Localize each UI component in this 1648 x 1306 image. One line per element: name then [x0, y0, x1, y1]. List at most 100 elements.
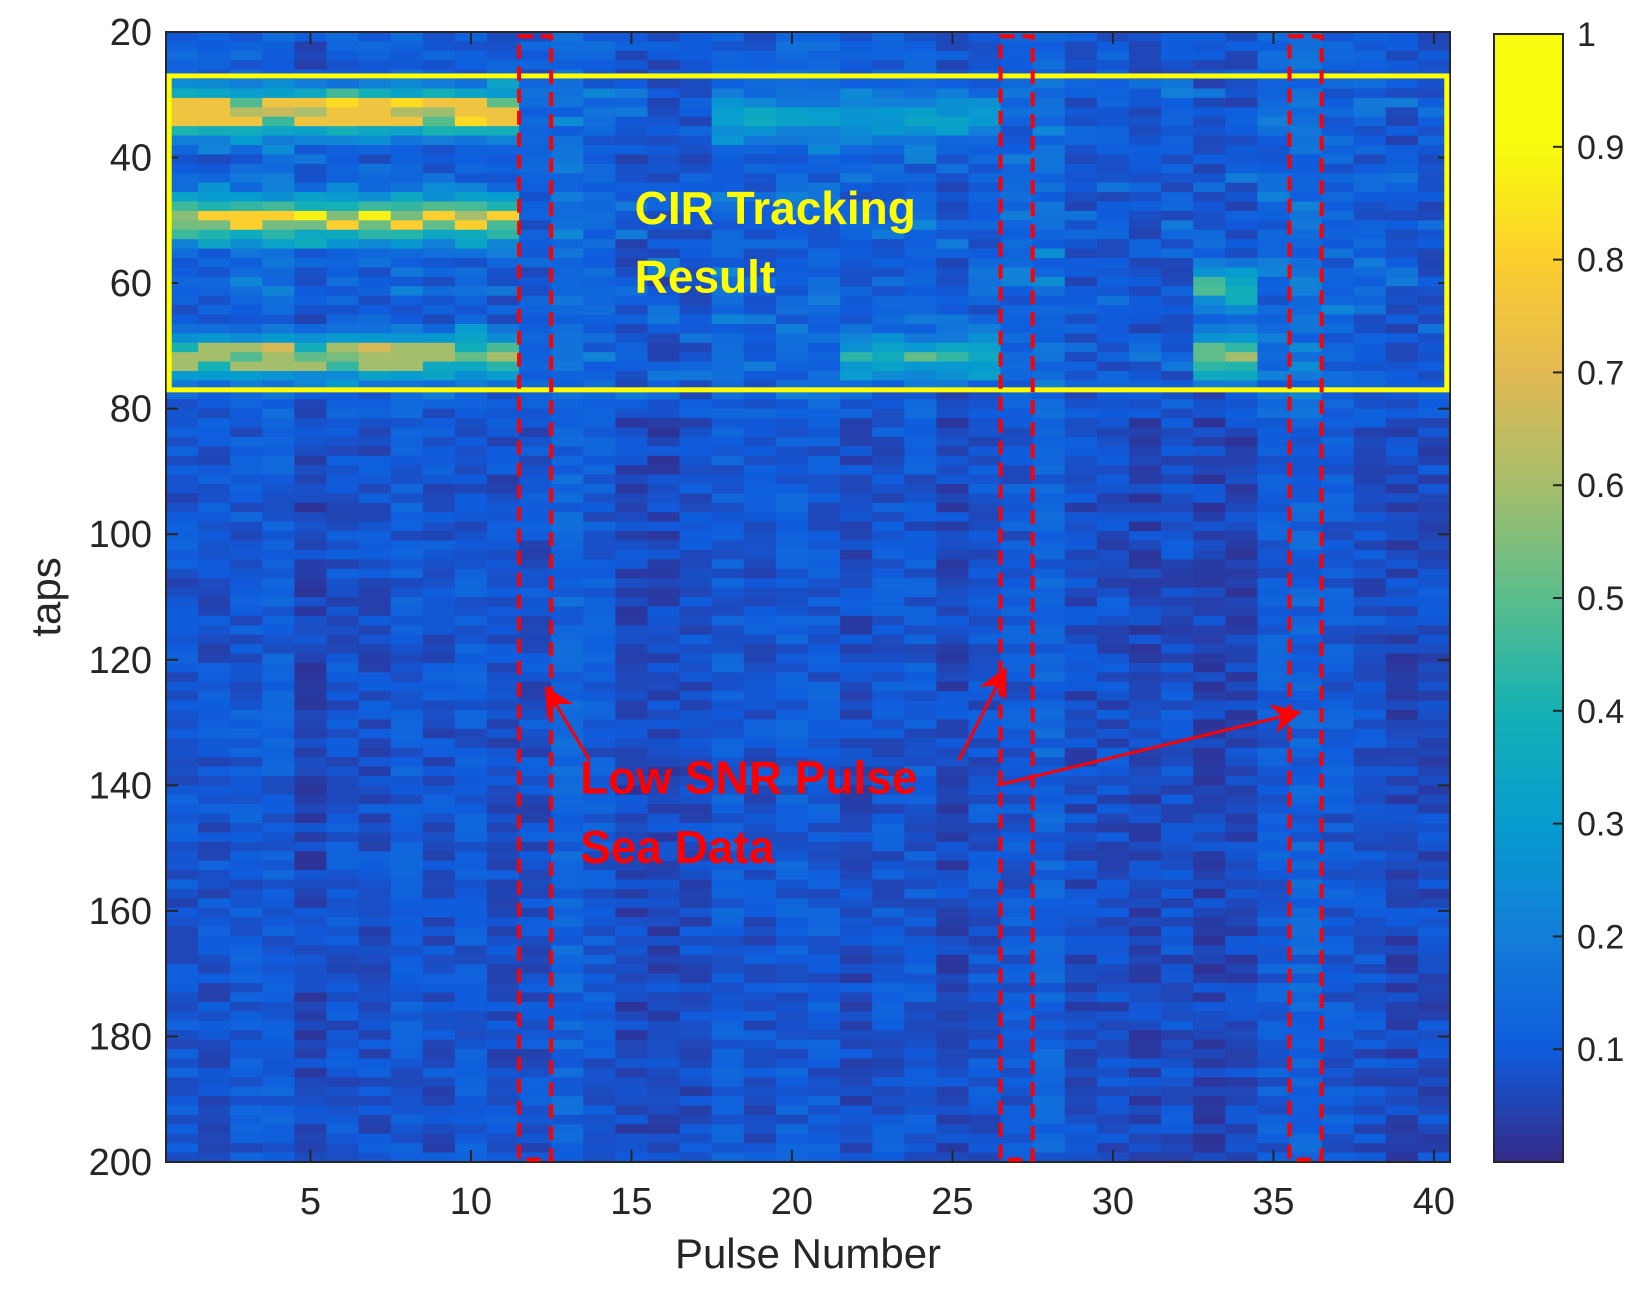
- heatmap-cell: [1000, 1077, 1034, 1088]
- heatmap-cell: [679, 116, 713, 127]
- heatmap-cell: [1129, 201, 1162, 212]
- heatmap-cell: [1129, 361, 1162, 372]
- heatmap-cell: [840, 361, 873, 372]
- heatmap-cell: [615, 700, 649, 711]
- heatmap-cell: [198, 1067, 231, 1078]
- heatmap-cell: [615, 60, 649, 71]
- heatmap-cell: [840, 126, 873, 137]
- heatmap-cell: [1257, 634, 1291, 645]
- heatmap-cell: [936, 644, 970, 655]
- heatmap-cell: [808, 804, 841, 815]
- heatmap-cell: [1257, 474, 1291, 485]
- heatmap-cell: [1257, 446, 1291, 457]
- heatmap-cell: [1161, 804, 1194, 815]
- heatmap-cell: [904, 418, 937, 429]
- heatmap-cell: [1161, 201, 1194, 212]
- heatmap-cell: [551, 823, 584, 834]
- heatmap-cell: [583, 1096, 616, 1107]
- heatmap-cell: [358, 126, 392, 137]
- heatmap-cell: [262, 1077, 295, 1088]
- heatmap-cell: [936, 521, 970, 532]
- heatmap-cell: [519, 625, 552, 636]
- heatmap-cell: [454, 681, 488, 692]
- heatmap-cell: [840, 154, 873, 165]
- heatmap-cell: [551, 898, 584, 909]
- heatmap-cell: [1417, 1133, 1451, 1144]
- heatmap-cell: [808, 625, 841, 636]
- colorbar-segment: [1494, 62, 1563, 73]
- heatmap-cell: [679, 954, 713, 965]
- heatmap-cell: [808, 380, 841, 391]
- heatmap-cell: [390, 333, 424, 344]
- heatmap-cell: [936, 182, 970, 193]
- heatmap-cell: [872, 32, 905, 43]
- heatmap-cell: [487, 1020, 520, 1031]
- heatmap-cell: [1417, 418, 1451, 429]
- heatmap-cell: [1129, 41, 1162, 52]
- heatmap-cell: [294, 568, 328, 579]
- heatmap-cell: [1353, 747, 1387, 758]
- heatmap-cell: [679, 79, 713, 90]
- colorbar-segment: [1494, 1115, 1563, 1125]
- heatmap-cell: [583, 258, 616, 269]
- heatmap-cell: [551, 860, 584, 871]
- heatmap-cell: [936, 917, 970, 928]
- heatmap-cell: [872, 559, 905, 570]
- heatmap-cell: [872, 1030, 905, 1041]
- heatmap-cell: [519, 286, 552, 297]
- heatmap-cell: [551, 41, 584, 52]
- heatmap-cell: [551, 804, 584, 815]
- heatmap-cell: [551, 361, 584, 372]
- heatmap-cell: [326, 1011, 360, 1022]
- heatmap-cell: [840, 1020, 873, 1031]
- heatmap-cell: [936, 785, 970, 796]
- colorbar-segment: [1494, 964, 1563, 975]
- heatmap-cell: [968, 192, 1002, 203]
- heatmap-cell: [1000, 163, 1034, 174]
- heatmap-cell: [390, 145, 424, 156]
- heatmap-cell: [230, 672, 263, 683]
- heatmap-cell: [166, 380, 199, 391]
- heatmap-cell: [711, 992, 745, 1003]
- heatmap-cell: [1000, 1105, 1034, 1116]
- heatmap-cell: [1096, 276, 1130, 287]
- heatmap-cell: [198, 945, 231, 956]
- heatmap-cell: [1321, 446, 1355, 457]
- heatmap-cell: [1064, 728, 1098, 739]
- colorbar-segment: [1494, 1068, 1563, 1078]
- heatmap-cell: [1096, 775, 1130, 786]
- heatmap-cell: [872, 60, 905, 71]
- heatmap-cell: [1000, 145, 1034, 156]
- heatmap-cell: [711, 804, 745, 815]
- heatmap-cell: [775, 870, 809, 881]
- heatmap-cell: [166, 907, 199, 918]
- heatmap-cell: [1129, 1143, 1162, 1154]
- heatmap-cell: [1417, 653, 1451, 664]
- heatmap-cell: [968, 1067, 1002, 1078]
- heatmap-cell: [583, 1058, 616, 1069]
- heatmap-cell: [1096, 97, 1130, 108]
- heatmap-cell: [294, 116, 328, 127]
- heatmap-cell: [840, 785, 873, 796]
- heatmap-cell: [454, 775, 488, 786]
- heatmap-cell: [1032, 1124, 1066, 1135]
- heatmap-cell: [743, 436, 777, 447]
- colorbar-segment: [1494, 701, 1563, 712]
- heatmap-cell: [1129, 926, 1162, 937]
- heatmap-cell: [872, 728, 905, 739]
- heatmap-cell: [1096, 210, 1130, 221]
- heatmap-cell: [743, 1105, 777, 1116]
- heatmap-cell: [422, 775, 456, 786]
- heatmap-cell: [519, 352, 552, 363]
- heatmap-cell: [230, 333, 263, 344]
- heatmap-cell: [1064, 389, 1098, 400]
- heatmap-cell: [775, 408, 809, 419]
- heatmap-cell: [1353, 135, 1387, 146]
- heatmap-cell: [904, 1058, 937, 1069]
- heatmap-cell: [198, 41, 231, 52]
- heatmap-cell: [1225, 1030, 1258, 1041]
- heatmap-cell: [166, 210, 199, 221]
- heatmap-cell: [230, 107, 263, 118]
- heatmap-cell: [1225, 361, 1258, 372]
- heatmap-cell: [936, 455, 970, 466]
